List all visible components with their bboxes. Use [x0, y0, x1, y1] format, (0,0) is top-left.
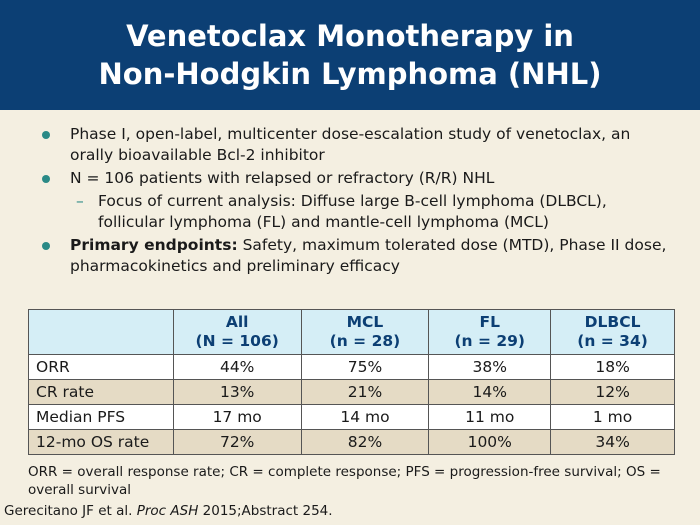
bullet-dot-icon [42, 175, 50, 183]
table-cell: 44% [172, 354, 302, 380]
citation-suffix: 2015;Abstract 254. [198, 503, 333, 519]
table-row: Median PFS 17 mo 14 mo 11 mo 1 mo [28, 404, 675, 430]
table-cell: 14 mo [300, 404, 430, 430]
table-cell: 34% [550, 429, 675, 455]
abbreviation-footnote: ORR = overall response rate; CR = comple… [28, 464, 661, 498]
table-row-label: Median PFS [28, 404, 174, 430]
table-cell: 72% [172, 429, 302, 455]
table-cell: 38% [428, 354, 552, 380]
slide-title-line-2: Non-Hodgkin Lymphoma (NHL) [98, 57, 602, 91]
table-header-cell [28, 309, 174, 355]
table-cell: 1 mo [550, 404, 675, 430]
bullet-dot-icon [42, 131, 50, 139]
table-row: 12-mo OS rate 72% 82% 100% 34% [28, 429, 675, 455]
citation-journal: Proc ASH [136, 503, 199, 519]
table-row-label: ORR [28, 354, 174, 380]
table-row-label: CR rate [28, 379, 174, 405]
bullet-text: Phase I, open-label, multicenter dose-es… [70, 125, 631, 164]
citation: Gerecitano JF et al. Proc ASH 2015;Abstr… [4, 502, 333, 520]
table-row-label: 12-mo OS rate [28, 429, 174, 455]
bullet-item: N = 106 patients with relapsed or refrac… [38, 168, 678, 189]
slide-header: Venetoclax Monotherapy in Non-Hodgkin Ly… [0, 0, 700, 110]
bullet-list: Phase I, open-label, multicenter dose-es… [38, 124, 678, 279]
table-cell: 100% [428, 429, 552, 455]
table-cell: 11 mo [428, 404, 552, 430]
bullet-item: Primary endpoints: Safety, maximum toler… [38, 235, 678, 277]
table-header-cell: MCL (n = 28) [300, 309, 430, 355]
slide-title-line-1: Venetoclax Monotherapy in [126, 19, 574, 53]
table-cell: 75% [300, 354, 430, 380]
table-cell: 12% [550, 379, 675, 405]
citation-prefix: Gerecitano JF et al. [4, 503, 137, 519]
table-cell: 13% [172, 379, 302, 405]
table-cell: 82% [300, 429, 430, 455]
sub-bullet-text: Focus of current analysis: Diffuse large… [98, 192, 607, 231]
endpoints-label: Primary endpoints: [70, 236, 238, 254]
table-cell: 21% [300, 379, 430, 405]
table-row: ORR 44% 75% 38% 18% [28, 354, 675, 380]
endpoints-text: Safety, maximum tolerated dose (MTD), Ph… [70, 236, 667, 275]
table-cell: 14% [428, 379, 552, 405]
table-cell: 18% [550, 354, 675, 380]
results-table: All (N = 106) MCL (n = 28) FL (n = 29) DLBC… [28, 309, 675, 455]
table-cell: 17 mo [172, 404, 302, 430]
table-header-cell: DLBCL (n = 34) [550, 309, 675, 355]
sub-bullet-item: – Focus of current analysis: Diffuse lar… [38, 191, 678, 233]
table-header-cell: FL (n = 29) [428, 309, 552, 355]
table-row: CR rate 13% 21% 14% 12% [28, 379, 675, 405]
table-header-cell: All (N = 106) [172, 309, 302, 355]
bullet-text: N = 106 patients with relapsed or refrac… [70, 169, 495, 187]
dash-icon: – [76, 192, 84, 210]
bullet-dot-icon [42, 242, 50, 250]
table-header-row: All (N = 106) MCL (n = 28) FL (n = 29) DLBC… [28, 309, 675, 355]
bullet-item: Phase I, open-label, multicenter dose-es… [38, 124, 678, 166]
